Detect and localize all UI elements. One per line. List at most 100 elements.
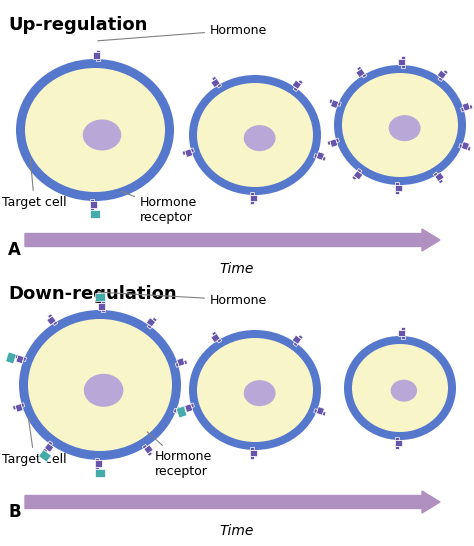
Polygon shape [395, 446, 399, 449]
Polygon shape [96, 58, 100, 61]
Text: Up-regulation: Up-regulation [8, 16, 147, 34]
Ellipse shape [16, 59, 174, 201]
Ellipse shape [334, 65, 466, 185]
Polygon shape [459, 144, 463, 149]
Polygon shape [327, 141, 331, 145]
Polygon shape [401, 65, 405, 68]
Polygon shape [395, 440, 402, 446]
Polygon shape [298, 335, 303, 339]
Polygon shape [292, 335, 301, 345]
Polygon shape [96, 50, 100, 52]
Polygon shape [217, 84, 222, 88]
Polygon shape [47, 314, 53, 318]
Polygon shape [395, 182, 399, 185]
Polygon shape [395, 185, 402, 191]
FancyArrow shape [25, 229, 440, 251]
Polygon shape [90, 207, 94, 210]
Ellipse shape [391, 379, 417, 402]
Polygon shape [433, 172, 438, 176]
Polygon shape [467, 146, 471, 151]
Polygon shape [45, 443, 54, 452]
Polygon shape [469, 105, 473, 109]
Polygon shape [101, 300, 105, 303]
Polygon shape [435, 173, 444, 182]
Ellipse shape [189, 75, 321, 195]
Polygon shape [316, 407, 324, 415]
Polygon shape [354, 171, 363, 180]
Polygon shape [6, 352, 17, 364]
Polygon shape [95, 460, 102, 467]
Ellipse shape [84, 374, 123, 407]
Text: Time: Time [220, 524, 254, 538]
Polygon shape [184, 360, 188, 365]
Polygon shape [147, 452, 152, 456]
Polygon shape [95, 293, 105, 301]
Polygon shape [314, 408, 318, 413]
Polygon shape [182, 151, 186, 156]
Polygon shape [43, 448, 47, 453]
Polygon shape [438, 179, 443, 184]
Polygon shape [395, 191, 399, 194]
Polygon shape [357, 66, 362, 71]
Polygon shape [212, 76, 217, 81]
Text: Target cell: Target cell [2, 418, 67, 466]
Polygon shape [352, 176, 356, 180]
Polygon shape [357, 168, 362, 173]
Polygon shape [401, 327, 405, 330]
Polygon shape [293, 87, 298, 92]
Polygon shape [142, 444, 147, 449]
Polygon shape [90, 210, 100, 218]
Text: A: A [8, 241, 21, 259]
Polygon shape [250, 195, 257, 201]
Polygon shape [461, 141, 469, 150]
Ellipse shape [197, 338, 313, 442]
Polygon shape [152, 317, 157, 322]
Polygon shape [212, 331, 217, 336]
Polygon shape [176, 406, 187, 418]
FancyArrow shape [25, 491, 440, 513]
Polygon shape [95, 467, 99, 470]
Polygon shape [401, 336, 405, 339]
Ellipse shape [342, 73, 458, 177]
Polygon shape [443, 70, 448, 74]
Ellipse shape [83, 120, 121, 151]
Polygon shape [293, 342, 298, 347]
Polygon shape [337, 102, 341, 106]
Polygon shape [250, 192, 254, 195]
Polygon shape [329, 99, 333, 104]
Ellipse shape [352, 344, 448, 432]
Polygon shape [437, 70, 447, 79]
Text: Hormone: Hormone [98, 23, 267, 41]
Polygon shape [90, 199, 94, 201]
Text: Target cell: Target cell [2, 158, 67, 209]
Polygon shape [21, 403, 25, 407]
Polygon shape [250, 447, 254, 450]
Polygon shape [144, 445, 153, 454]
Polygon shape [98, 303, 105, 310]
Polygon shape [53, 321, 58, 325]
Polygon shape [182, 411, 186, 416]
Text: Down-regulation: Down-regulation [8, 285, 177, 303]
Polygon shape [250, 456, 254, 459]
Text: Hormone
receptor: Hormone receptor [120, 191, 197, 224]
Ellipse shape [189, 330, 321, 450]
Polygon shape [250, 201, 254, 204]
Ellipse shape [244, 125, 275, 151]
Polygon shape [211, 79, 220, 87]
Polygon shape [356, 68, 365, 78]
Ellipse shape [28, 319, 172, 451]
Polygon shape [329, 139, 338, 147]
Polygon shape [176, 406, 184, 415]
Polygon shape [147, 324, 152, 329]
Ellipse shape [244, 380, 275, 406]
Text: Hormone
receptor: Hormone receptor [147, 432, 212, 478]
Polygon shape [95, 458, 99, 460]
Text: B: B [8, 503, 21, 521]
Polygon shape [185, 404, 193, 412]
Polygon shape [330, 100, 339, 108]
Polygon shape [191, 148, 194, 153]
Ellipse shape [25, 68, 165, 192]
Polygon shape [177, 358, 185, 366]
Polygon shape [362, 74, 367, 78]
Polygon shape [298, 80, 303, 84]
